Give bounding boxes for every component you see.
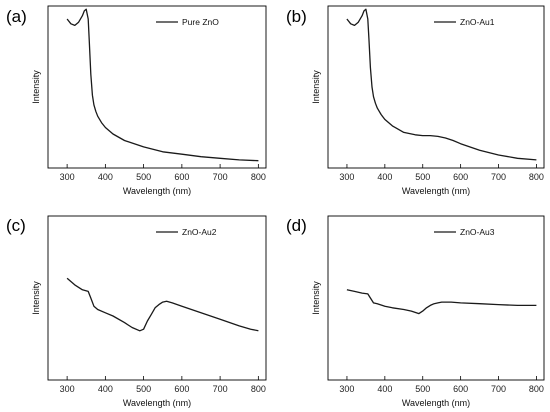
x-tick-label: 400 — [98, 172, 113, 182]
x-tick-label: 700 — [213, 172, 228, 182]
plot-frame — [327, 215, 545, 381]
x-tick-label: 700 — [491, 172, 506, 182]
x-tick-label: 800 — [251, 384, 266, 394]
y-axis-label: Intensity — [31, 281, 41, 315]
series-line-zno-au3 — [346, 289, 537, 315]
x-tick-label: 800 — [251, 172, 266, 182]
y-axis-label: Intensity — [31, 70, 41, 104]
panel-c: (c) 300 400 500 600 700 800 Wavelength (nm) Inte… — [6, 215, 267, 408]
plot-frame — [47, 215, 267, 381]
legend-label: ZnO-Au3 — [460, 227, 495, 237]
x-tick-label: 300 — [339, 172, 354, 182]
x-tick-label: 600 — [453, 172, 468, 182]
x-tick-label: 800 — [529, 172, 544, 182]
panel-b: (b) 300 400 500 600 700 800 Wavelength (nm) Inte… — [286, 5, 545, 196]
plot-frame — [327, 5, 545, 169]
x-tick-label: 700 — [213, 384, 228, 394]
y-axis-label: Intensity — [311, 281, 321, 315]
x-tick-label: 500 — [415, 172, 430, 182]
x-tick-label: 300 — [339, 384, 354, 394]
x-axis-label: Wavelength (nm) — [123, 186, 191, 196]
x-tick-label: 500 — [136, 384, 151, 394]
x-tick-label: 400 — [377, 172, 392, 182]
x-tick-label: 600 — [453, 384, 468, 394]
legend-label: Pure ZnO — [182, 17, 219, 27]
panel-label: (a) — [6, 7, 27, 26]
legend-label: ZnO-Au2 — [182, 227, 217, 237]
x-axis-label: Wavelength (nm) — [402, 186, 470, 196]
x-tick-label: 600 — [174, 172, 189, 182]
x-tick-label: 700 — [491, 384, 506, 394]
x-tick-label: 400 — [377, 384, 392, 394]
x-tick-label: 800 — [529, 384, 544, 394]
panel-label: (d) — [286, 216, 307, 235]
x-tick-label: 500 — [136, 172, 151, 182]
panel-d: (d) 300 400 500 600 700 800 Wavelength (nm) Inte… — [286, 215, 545, 408]
x-tick-label: 400 — [98, 384, 113, 394]
y-axis-label: Intensity — [311, 70, 321, 104]
x-axis-label: Wavelength (nm) — [402, 398, 470, 408]
x-tick-label: 300 — [60, 172, 75, 182]
panel-a: (a) 300 400 500 600 700 800 Wavelength (nm) Inte… — [6, 5, 267, 196]
panel-label: (b) — [286, 7, 307, 26]
plot-frame — [47, 5, 267, 169]
series-line-zno-au2 — [66, 277, 259, 332]
x-tick-label: 600 — [174, 384, 189, 394]
x-tick-label: 300 — [60, 384, 75, 394]
panel-label: (c) — [6, 216, 26, 235]
series-line-pure-zno — [66, 8, 259, 162]
x-tick-label: 500 — [415, 384, 430, 394]
legend-label: ZnO-Au1 — [460, 17, 495, 27]
x-axis-label: Wavelength (nm) — [123, 398, 191, 408]
series-line-zno-au1 — [346, 8, 537, 161]
